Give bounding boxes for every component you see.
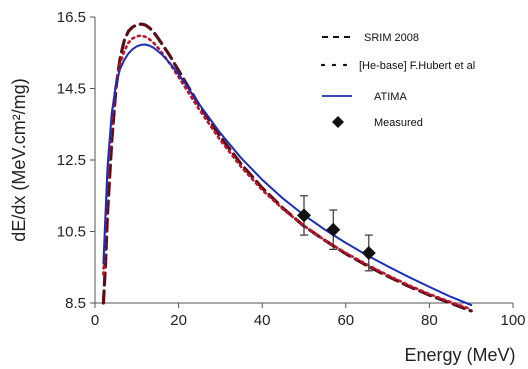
x-tick-label: 80 [421,312,438,329]
x-tick-label: 60 [337,312,354,329]
legend-diamond-icon [332,116,344,128]
y-axis-label: dE/dx (MeV.cm²/mg) [9,78,29,241]
y-tick-label: 10.5 [57,224,86,241]
y-tick-label: 16.5 [57,9,86,26]
y-tick-label: 12.5 [57,152,86,169]
measured-point [297,195,311,236]
x-tick-label: 0 [91,312,99,329]
series-line-solid [102,43,473,307]
x-tick-label: 100 [500,312,525,329]
measured-point [326,209,341,250]
diamond-marker [361,245,376,260]
diamond-marker [297,208,311,223]
legend-label: SRIM 2008 [364,32,419,44]
diamond-marker [326,222,341,237]
x-axis-label: Energy (MeV) [404,345,515,365]
x-tick-label: 20 [170,312,187,329]
legend-label: ATIMA [374,91,407,103]
legend: SRIM 2008 [He-base] F.Hubert et al ATIMA Me… [320,32,475,129]
legend-label: Measured [374,117,423,129]
y-tick-label: 14.5 [57,81,86,98]
x-tick-label: 40 [254,312,271,329]
series-layer [101,22,473,313]
axes: 0 20 40 60 80 100 8.5 10.5 12.5 14.5 16.5 [57,9,526,329]
y-tick-label: 8.5 [65,295,86,312]
series-line-dotted [102,34,473,311]
legend-label: [He-base] F.Hubert et al [359,60,475,72]
measured-point [361,234,376,272]
